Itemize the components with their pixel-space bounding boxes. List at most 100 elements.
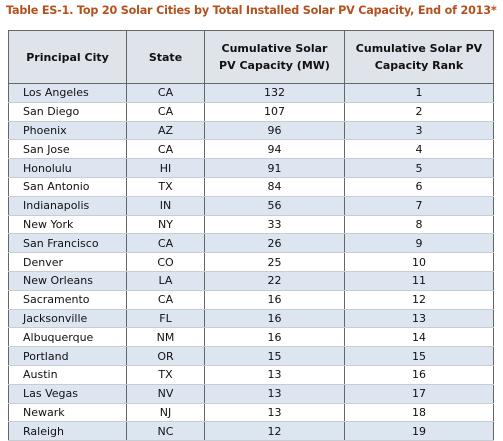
state-cell: CA [126, 83, 205, 103]
rank-cell: 8 [344, 215, 494, 235]
city-cell: Denver [8, 252, 127, 272]
table-title: Table ES-1. Top 20 Solar Cities by Total… [6, 4, 497, 17]
table-row: San Antonio TX 84 6 [8, 177, 494, 197]
capacity-cell: 25 [204, 252, 345, 272]
city-cell: San Antonio [8, 177, 127, 197]
city-cell: San Francisco [8, 233, 127, 254]
capacity-cell: 13 [204, 365, 345, 385]
state-cell: FL [126, 309, 205, 329]
table-row: New Orleans LA 22 11 [8, 271, 494, 291]
city-cell: New York [8, 215, 127, 235]
data-table: Principal City State Cumulative Solar PV C… [8, 30, 494, 441]
state-cell: HI [126, 158, 205, 178]
capacity-cell: 15 [204, 346, 345, 366]
rank-cell: 18 [344, 403, 494, 423]
city-cell: Raleigh [8, 421, 127, 441]
column-header: Principal City [8, 30, 127, 84]
header-row: Principal City State Cumulative Solar PV C… [8, 30, 494, 84]
capacity-cell: 12 [204, 421, 345, 441]
rank-cell: 14 [344, 327, 494, 348]
rank-cell: 7 [344, 196, 494, 216]
state-cell: CA [126, 233, 205, 254]
capacity-cell: 26 [204, 233, 345, 254]
city-cell: Austin [8, 365, 127, 385]
capacity-cell: 16 [204, 327, 345, 348]
state-cell: CA [126, 102, 205, 122]
rank-cell: 6 [344, 177, 494, 197]
city-cell: Phoenix [8, 121, 127, 141]
rank-cell: 5 [344, 158, 494, 178]
table-row: New York NY 33 8 [8, 215, 494, 235]
rank-cell: 16 [344, 365, 494, 385]
table-row: Phoenix AZ 96 3 [8, 121, 494, 141]
capacity-cell: 94 [204, 139, 345, 160]
city-cell: Portland [8, 346, 127, 366]
city-cell: Albuquerque [8, 327, 127, 348]
state-cell: NY [126, 215, 205, 235]
state-cell: IN [126, 196, 205, 216]
state-cell: CO [126, 252, 205, 272]
city-cell: Honolulu [8, 158, 127, 178]
city-cell: San Jose [8, 139, 127, 160]
table-row: Newark NJ 13 18 [8, 403, 494, 423]
rank-cell: 1 [344, 83, 494, 103]
state-cell: OR [126, 346, 205, 366]
state-cell: NM [126, 327, 205, 348]
state-cell: NC [126, 421, 205, 441]
city-cell: Las Vegas [8, 384, 127, 404]
city-cell: Sacramento [8, 290, 127, 310]
table-row: Portland OR 15 15 [8, 346, 494, 366]
state-cell: TX [126, 177, 205, 197]
table-row: Raleigh NC 12 19 [8, 421, 494, 441]
table-body: Los Angeles CA 132 1 San Diego CA 107 2 Phoenix A… [8, 83, 494, 441]
table-row: Jacksonville FL 16 13 [8, 309, 494, 329]
rank-cell: 11 [344, 271, 494, 291]
capacity-cell: 13 [204, 403, 345, 423]
state-cell: LA [126, 271, 205, 291]
capacity-cell: 56 [204, 196, 345, 216]
capacity-cell: 96 [204, 121, 345, 141]
capacity-cell: 91 [204, 158, 345, 178]
capacity-cell: 13 [204, 384, 345, 404]
rank-cell: 17 [344, 384, 494, 404]
rank-cell: 15 [344, 346, 494, 366]
rank-cell: 9 [344, 233, 494, 254]
capacity-cell: 22 [204, 271, 345, 291]
state-cell: AZ [126, 121, 205, 141]
rank-cell: 10 [344, 252, 494, 272]
table-row: Las Vegas NV 13 17 [8, 384, 494, 404]
column-header: Cumulative Solar PV Capacity (MW) [204, 30, 345, 84]
city-cell: New Orleans [8, 271, 127, 291]
page: Table ES-1. Top 20 Solar Cities by Total… [6, 4, 497, 441]
table-row: Los Angeles CA 132 1 [8, 83, 494, 103]
column-header: Cumulative Solar PV Capacity Rank [344, 30, 494, 84]
capacity-cell: 16 [204, 309, 345, 329]
rank-cell: 19 [344, 421, 494, 441]
capacity-cell: 84 [204, 177, 345, 197]
table-row: Austin TX 13 16 [8, 365, 494, 385]
table-row: Sacramento CA 16 12 [8, 290, 494, 310]
rank-cell: 3 [344, 121, 494, 141]
column-header: State [126, 30, 205, 84]
rank-cell: 2 [344, 102, 494, 122]
state-cell: NV [126, 384, 205, 404]
state-cell: TX [126, 365, 205, 385]
table-row: Albuquerque NM 16 14 [8, 327, 494, 348]
state-cell: NJ [126, 403, 205, 423]
table-row: San Jose CA 94 4 [8, 139, 494, 160]
rank-cell: 4 [344, 139, 494, 160]
rank-cell: 13 [344, 309, 494, 329]
table-row: Denver CO 25 10 [8, 252, 494, 272]
city-cell: Los Angeles [8, 83, 127, 103]
city-cell: San Diego [8, 102, 127, 122]
rank-cell: 12 [344, 290, 494, 310]
table-row: San Diego CA 107 2 [8, 102, 494, 122]
table-row: Honolulu HI 91 5 [8, 158, 494, 178]
city-cell: Newark [8, 403, 127, 423]
city-cell: Indianapolis [8, 196, 127, 216]
capacity-cell: 107 [204, 102, 345, 122]
table-row: Indianapolis IN 56 7 [8, 196, 494, 216]
capacity-cell: 16 [204, 290, 345, 310]
city-cell: Jacksonville [8, 309, 127, 329]
state-cell: CA [126, 139, 205, 160]
